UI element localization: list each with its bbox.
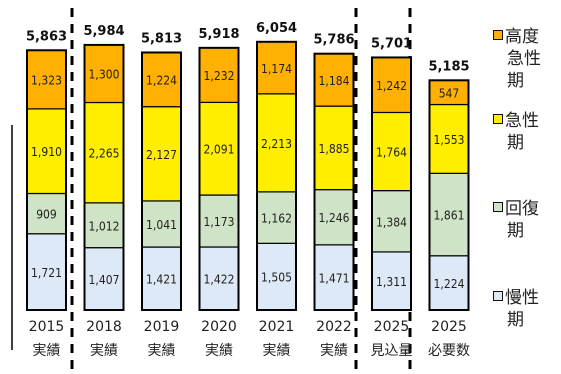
data-label-7-1: 1,861: [434, 209, 465, 223]
legend-label-acute-1: 急性: [505, 111, 539, 131]
legend-label-high-acute-1: 高度: [505, 27, 539, 47]
bar-outline-2: [141, 51, 182, 311]
x-tick-type-5: 実績: [320, 343, 348, 359]
data-label-1-3: 1,300: [89, 68, 120, 82]
bar-segment-5-0: [313, 244, 355, 311]
bar-segment-3-1: [198, 194, 240, 248]
bar-segment-1-2: [83, 101, 125, 204]
legend-swatch-high-acute: [493, 30, 503, 40]
bar-segment-1-3: [83, 44, 125, 104]
x-tick-type-7: 必要数: [428, 343, 470, 359]
data-label-2-0: 1,421: [146, 273, 177, 287]
legend-swatch-recovery: [493, 202, 503, 212]
data-label-7-2: 1,553: [434, 133, 465, 147]
legend-item-chronic: 慢性 期: [493, 287, 539, 331]
bar-outline-4: [256, 40, 297, 311]
legend-swatch-acute: [493, 114, 503, 124]
total-label-3: 5,918: [198, 27, 239, 42]
data-label-3-0: 1,422: [204, 273, 235, 287]
x-tick-type-1: 実績: [90, 343, 118, 359]
legend-item-recovery: 回復 期: [493, 198, 539, 242]
data-label-5-1: 1,246: [319, 211, 350, 225]
x-tick-type-0: 実績: [33, 343, 61, 359]
data-label-2-1: 1,041: [146, 218, 177, 232]
legend-label-recovery-1: 回復: [505, 199, 539, 219]
total-label-7: 5,185: [428, 59, 469, 74]
bar-outline-0: [26, 49, 67, 311]
bar-outline-6: [371, 56, 412, 312]
data-label-6-0: 1,311: [376, 275, 407, 289]
legend-item-acute: 急性 期: [493, 110, 539, 154]
x-tick-year-1: 2018: [86, 319, 122, 335]
data-label-3-1: 1,173: [204, 215, 235, 229]
data-label-6-3: 1,242: [376, 79, 407, 93]
total-label-5: 5,786: [313, 33, 354, 48]
x-tick-year-2: 2019: [144, 319, 180, 335]
x-tick-type-4: 実績: [263, 343, 291, 359]
bar-segment-3-0: [198, 246, 240, 311]
legend-label-chronic-1: 慢性: [505, 288, 539, 308]
x-tick-year-7: 2025: [431, 319, 467, 335]
x-tick-year-4: 2021: [259, 319, 295, 335]
data-label-3-3: 1,232: [204, 69, 235, 83]
x-tick-type-3: 実績: [205, 343, 233, 359]
legend-label-acute-2: 期: [507, 133, 524, 153]
data-label-6-1: 1,384: [376, 215, 407, 229]
data-label-6-2: 1,764: [376, 146, 407, 160]
bar-segment-6-0: [371, 251, 412, 311]
data-label-1-0: 1,407: [89, 273, 120, 287]
data-label-1-1: 1,012: [89, 219, 120, 233]
bar-outline-7: [428, 79, 470, 311]
data-label-2-3: 1,224: [146, 74, 177, 88]
legend-item-high-acute: 高度 急性 期: [493, 26, 541, 92]
data-label-4-3: 1,174: [261, 62, 292, 76]
bar-segment-6-2: [371, 111, 412, 192]
data-label-3-2: 2,091: [204, 143, 235, 157]
x-tick-year-5: 2022: [316, 319, 352, 335]
total-label-0: 5,863: [26, 29, 67, 44]
total-label-2: 5,813: [141, 31, 182, 46]
bar-outline-5: [313, 52, 355, 311]
total-label-6: 5,701: [371, 36, 412, 51]
legend-label-recovery-2: 期: [507, 221, 524, 241]
x-tick-type-2: 実績: [148, 343, 176, 359]
total-label-4: 6,054: [256, 21, 297, 36]
data-label-5-3: 1,184: [319, 74, 350, 88]
bar-segment-2-0: [141, 246, 182, 311]
data-label-4-2: 2,213: [261, 137, 292, 151]
x-tick-year-0: 2015: [29, 319, 65, 335]
data-label-0-2: 1,910: [31, 145, 62, 159]
bar-segment-5-2: [313, 105, 355, 191]
data-label-4-0: 1,505: [261, 271, 292, 285]
legend-label-chronic-2: 期: [507, 310, 524, 330]
bar-segment-2-2: [141, 106, 182, 202]
bar-segment-4-0: [256, 242, 297, 311]
data-label-0-1: 909: [36, 208, 57, 222]
data-label-0-3: 1,323: [31, 74, 62, 88]
total-label-1: 5,984: [83, 24, 124, 39]
bar-segment-6-3: [371, 56, 412, 114]
data-label-1-2: 2,265: [89, 147, 120, 161]
x-tick-type-6: 見込量: [371, 343, 413, 359]
bar-outline-1: [83, 43, 125, 311]
data-label-0-0: 1,721: [31, 266, 62, 280]
data-label-7-3: 547: [439, 86, 460, 100]
legend-label-high-acute-2: 急性: [507, 49, 541, 69]
data-label-5-0: 1,471: [319, 271, 350, 285]
data-label-4-1: 1,162: [261, 212, 292, 226]
legend-label-high-acute-3: 期: [507, 71, 524, 91]
data-label-2-2: 2,127: [146, 148, 177, 162]
legend-swatch-chronic: [493, 291, 503, 301]
x-tick-year-3: 2020: [201, 319, 237, 335]
bar-outline-3: [198, 46, 240, 311]
bar-segment-6-1: [371, 190, 412, 253]
bar-segment-7-0: [428, 255, 470, 311]
data-label-5-2: 1,885: [319, 142, 350, 156]
data-label-7-0: 1,224: [434, 277, 465, 291]
x-tick-year-6: 2025: [374, 319, 410, 335]
